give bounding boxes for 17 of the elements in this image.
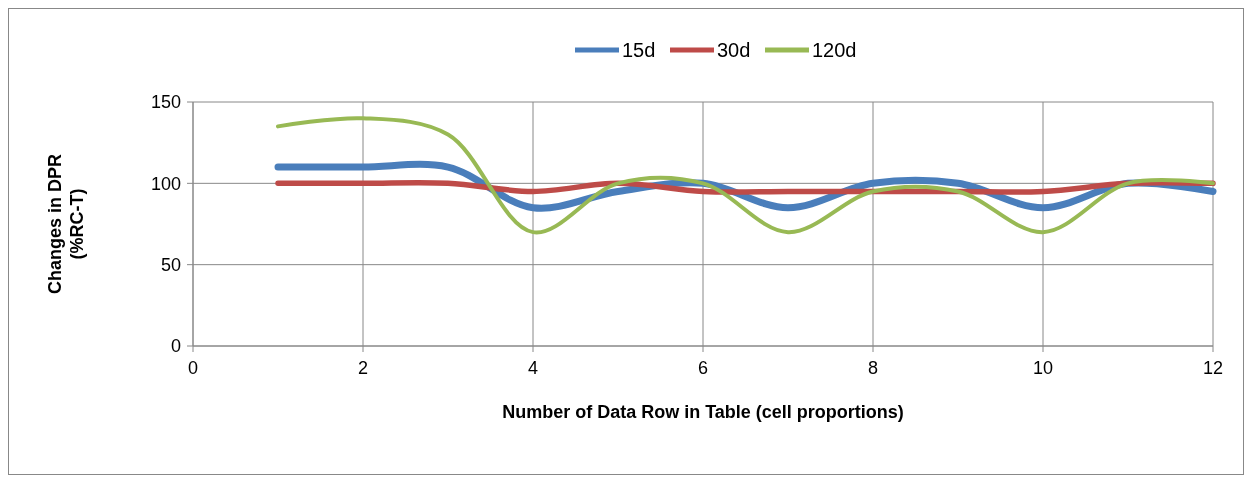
y-tick-label: 100	[150, 173, 181, 194]
x-tick-label: 4	[527, 358, 539, 378]
line-series	[276, 116, 1215, 235]
legend-label: 30d	[717, 39, 751, 61]
y-tick-label: 0	[170, 336, 181, 357]
legend-label: 15d	[622, 39, 656, 61]
y-tick-label: 150	[150, 92, 181, 113]
x-tick-label: 2	[357, 358, 369, 378]
x-tick-label: 6	[697, 358, 709, 378]
x-tick-label: 0	[187, 358, 199, 378]
legend-label: 120d	[812, 39, 857, 61]
x-tick-label: 10	[1032, 358, 1054, 378]
y-tick-label: 50	[160, 254, 181, 275]
x-tick-label: 8	[867, 358, 879, 378]
y-axis-title: Changes in DPR (%RC-T)	[45, 153, 87, 295]
x-tick-label: 12	[1202, 358, 1224, 378]
x-axis-title: Number of Data Row in Table (cell proportions)	[502, 402, 904, 422]
